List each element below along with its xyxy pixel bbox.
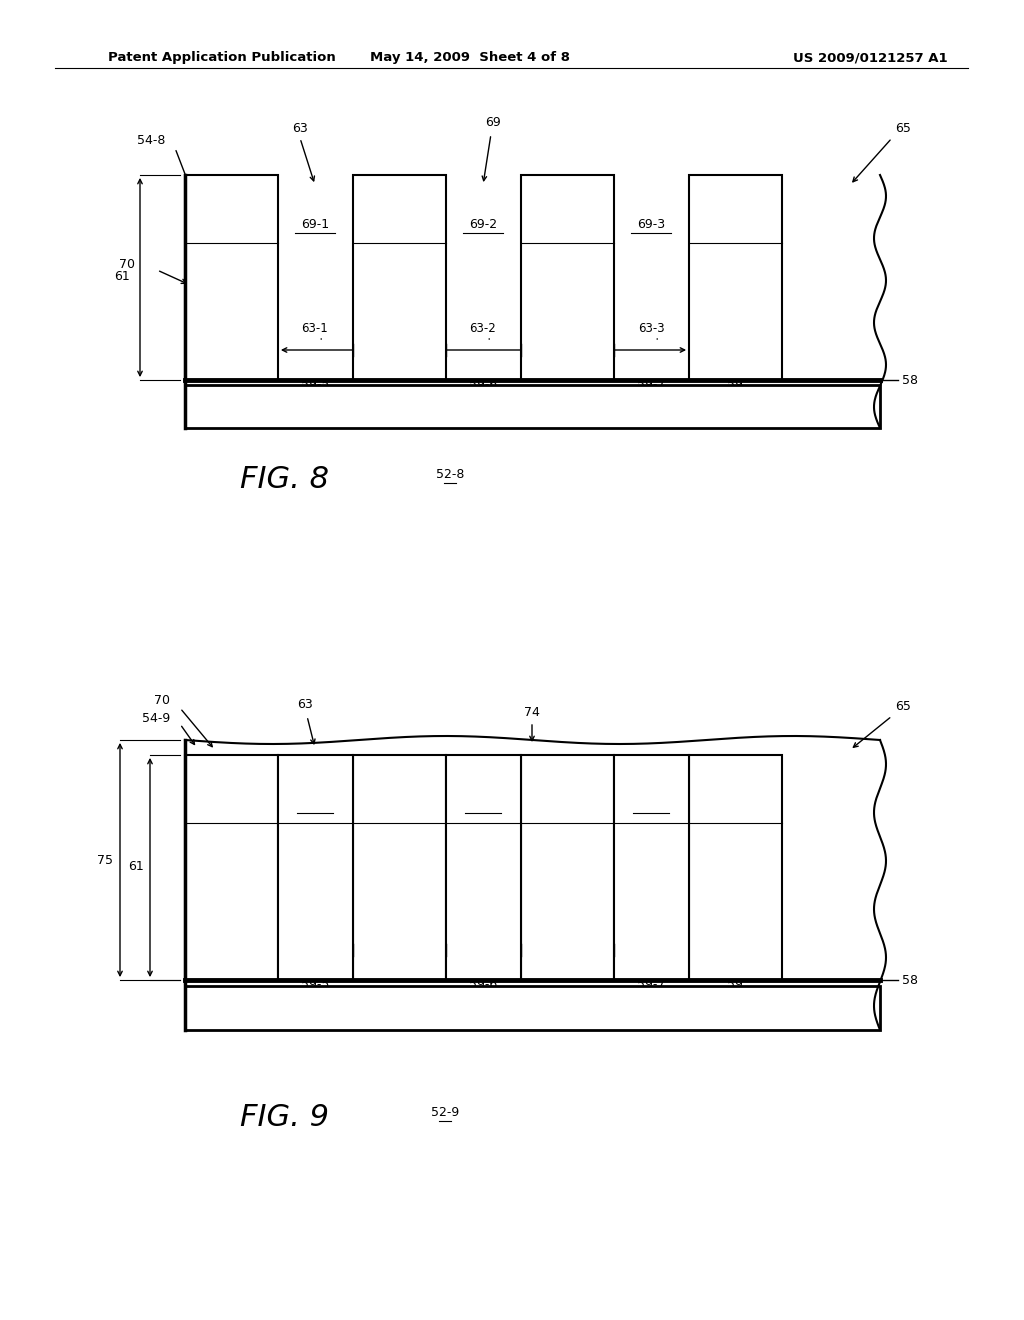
Bar [521,176,614,380]
Text: 74-3: 74-3 [637,799,666,812]
Text: 63-2: 63-2 [470,322,497,334]
Text: 61: 61 [114,271,130,284]
Text: 54-8: 54-8 [136,133,165,147]
Text: Patent Application Publication: Patent Application Publication [108,51,336,65]
Text: N: N [308,876,322,894]
Text: 69-1: 69-1 [301,219,329,231]
Bar [614,755,689,979]
Text: 75: 75 [97,854,113,866]
Text: FIG. 8: FIG. 8 [241,466,330,495]
Text: N: N [476,876,489,894]
Text: 65-2: 65-2 [554,322,581,334]
Text: P: P [393,286,404,304]
Bar [278,755,353,979]
Text: N+: N+ [479,397,505,414]
Text: 70: 70 [154,693,170,706]
Bar [185,755,278,979]
Text: 59: 59 [727,379,743,392]
Text: 61: 61 [128,861,144,874]
Text: 69-3: 69-3 [637,219,665,231]
Text: 59-5: 59-5 [301,978,329,991]
Text: P: P [225,876,237,894]
Text: 70-2: 70-2 [385,219,414,231]
Text: 59-7: 59-7 [637,379,666,392]
Text: 59-6: 59-6 [469,379,497,392]
Text: 70-3: 70-3 [553,219,582,231]
Text: 69-2: 69-2 [469,219,497,231]
Text: US 2009/0121257 A1: US 2009/0121257 A1 [793,51,947,65]
Bar [689,176,782,380]
Text: P: P [561,286,572,304]
Text: N: N [644,876,657,894]
Text: 58: 58 [902,374,918,387]
Text: 54-9: 54-9 [141,711,170,725]
Text: 65-1: 65-1 [386,921,413,935]
Text: 57: 57 [237,1002,253,1015]
Text: 59-5: 59-5 [301,379,329,392]
Text: 52-8: 52-8 [436,469,464,482]
Text: 52-9: 52-9 [431,1106,459,1119]
Text: 70-4: 70-4 [721,799,750,812]
Text: 59-6: 59-6 [469,978,497,991]
Bar [446,755,521,979]
Text: 70: 70 [119,259,135,272]
Text: P: P [561,876,572,894]
Bar [185,176,278,380]
Text: 63: 63 [297,698,313,711]
Bar [353,755,446,979]
Text: 63-1: 63-1 [302,322,329,334]
Text: 70-2: 70-2 [385,799,414,812]
Text: 70-4: 70-4 [721,219,750,231]
Bar [689,755,782,979]
Text: 59-7: 59-7 [637,978,666,991]
Text: 63: 63 [292,121,308,135]
Text: FIG. 9: FIG. 9 [241,1104,330,1133]
Text: P: P [729,876,740,894]
Text: 65-1: 65-1 [386,322,413,334]
Text: 63-3: 63-3 [638,921,665,935]
Text: 70-1: 70-1 [217,219,245,231]
Bar [521,755,614,979]
Text: 70-1: 70-1 [217,799,245,812]
Text: P: P [393,876,404,894]
Text: 56: 56 [557,1001,577,1015]
Text: 57: 57 [237,400,253,413]
Text: 56: 56 [557,399,577,413]
Text: 69: 69 [485,116,501,128]
Text: May 14, 2009  Sheet 4 of 8: May 14, 2009 Sheet 4 of 8 [370,51,570,65]
Bar [353,176,446,380]
Text: 63-2: 63-2 [470,921,497,935]
Text: 59: 59 [727,978,743,991]
Text: P: P [225,286,237,304]
Text: 63-1: 63-1 [302,921,329,935]
Text: 65-2: 65-2 [554,921,581,935]
Text: 63-3: 63-3 [638,322,665,334]
Text: 58: 58 [902,974,918,986]
Text: 74: 74 [524,705,540,718]
Text: 70-3: 70-3 [553,799,582,812]
Bar [185,986,880,1030]
Text: N+: N+ [479,999,505,1016]
Text: 65: 65 [895,700,911,713]
Text: P: P [729,286,740,304]
Text: 74-1: 74-1 [301,799,329,812]
Text: 74-2: 74-2 [469,799,497,812]
Text: 65: 65 [895,121,911,135]
Bar [185,385,880,428]
